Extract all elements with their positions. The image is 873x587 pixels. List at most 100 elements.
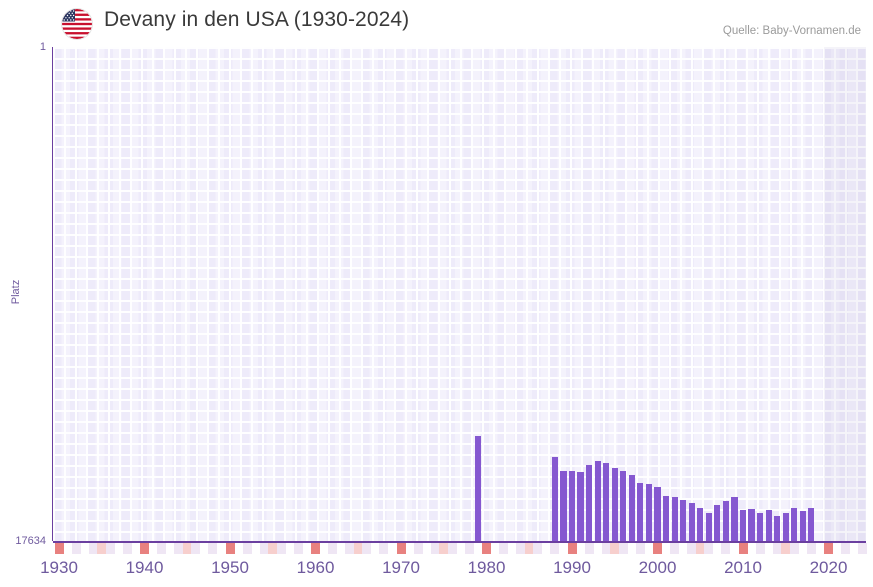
x-axis-tick xyxy=(781,543,791,554)
bar xyxy=(774,515,781,541)
x-axis-tick xyxy=(242,543,252,554)
x-axis-tick xyxy=(208,543,218,554)
bar xyxy=(611,468,618,541)
bar xyxy=(688,503,695,541)
bar xyxy=(765,509,772,541)
x-axis-tick xyxy=(140,543,149,554)
x-axis-tick xyxy=(345,543,355,554)
x-axis-tick-label: 2010 xyxy=(724,558,762,577)
x-axis-tick-label: 1960 xyxy=(296,558,335,577)
x-axis-tick xyxy=(88,543,98,554)
bar xyxy=(799,511,806,541)
x-axis-tick xyxy=(293,543,303,554)
x-axis-tick xyxy=(550,543,560,554)
x-axis-tick xyxy=(353,543,363,554)
x-axis-tick xyxy=(687,543,697,554)
bar xyxy=(662,495,670,541)
bar xyxy=(714,505,721,541)
x-axis-tick xyxy=(157,543,167,554)
x-axis-tick xyxy=(268,543,278,554)
bar xyxy=(808,508,815,541)
bar xyxy=(671,496,678,541)
x-axis-labels: 1930 1940 1950 1960 1970 1980 1990 2000 2010 2020 xyxy=(0,558,873,584)
x-axis-tick xyxy=(789,543,799,554)
x-axis-tick xyxy=(653,543,662,554)
x-axis-tick xyxy=(858,543,868,554)
x-axis-tick xyxy=(225,543,235,554)
bar xyxy=(645,484,653,541)
x-axis-tick xyxy=(806,543,816,554)
x-axis-tick xyxy=(499,543,509,554)
x-axis-tick-label: 1950 xyxy=(211,558,249,577)
x-axis-tick xyxy=(482,543,491,554)
x-axis-tick-label: 2020 xyxy=(809,558,848,577)
x-axis-tick xyxy=(584,543,594,554)
bar xyxy=(731,497,738,541)
y-axis-bottom-label: 17634 xyxy=(15,535,46,547)
bar xyxy=(594,461,601,541)
x-axis-tick xyxy=(755,543,765,554)
bar xyxy=(748,508,755,541)
bar xyxy=(586,465,593,541)
bar xyxy=(568,471,576,541)
bar xyxy=(705,513,712,541)
x-axis-tick xyxy=(738,543,748,554)
x-axis-tick xyxy=(721,543,731,554)
x-axis-tick xyxy=(464,543,474,554)
bar xyxy=(791,507,798,541)
x-axis-tick xyxy=(174,543,184,554)
x-axis-ticks xyxy=(0,543,873,555)
bar xyxy=(628,474,635,541)
x-axis-tick xyxy=(328,543,338,554)
x-axis-tick xyxy=(824,543,833,554)
x-axis-tick xyxy=(841,543,851,554)
x-axis-tick xyxy=(182,543,192,554)
bar xyxy=(577,471,584,541)
x-axis-tick xyxy=(524,543,534,554)
x-axis-tick xyxy=(191,543,201,554)
x-axis-tick-label: 1930 xyxy=(40,558,78,577)
x-axis-tick-label: 1980 xyxy=(467,558,506,577)
x-axis-tick xyxy=(276,543,286,554)
chart-header: Devany in den USA (1930-2024) Quelle: Ba… xyxy=(0,0,873,47)
x-axis-tick xyxy=(618,543,628,554)
x-axis-tick xyxy=(567,543,577,554)
bar xyxy=(603,463,610,541)
grid-lines xyxy=(53,47,866,541)
x-axis-tick xyxy=(635,543,645,554)
x-axis-tick-label: 1940 xyxy=(125,558,164,577)
x-axis-tick-label: 2000 xyxy=(638,558,677,577)
x-axis-line xyxy=(53,541,866,543)
x-axis-tick xyxy=(413,543,423,554)
x-axis-tick xyxy=(379,543,389,554)
x-axis-tick xyxy=(396,543,406,554)
x-axis-tick xyxy=(447,543,457,554)
bar xyxy=(637,482,644,541)
bar xyxy=(782,513,789,541)
x-axis-tick xyxy=(439,543,449,554)
x-axis-tick xyxy=(670,543,680,554)
x-axis-tick xyxy=(54,543,64,554)
x-axis-tick xyxy=(259,543,269,554)
y-axis-title: Platz xyxy=(10,279,22,305)
x-axis-tick xyxy=(311,543,320,554)
bar xyxy=(620,470,627,541)
bar xyxy=(551,457,558,541)
x-axis-tick xyxy=(105,543,115,554)
bar xyxy=(680,500,687,541)
bar xyxy=(560,470,567,541)
y-axis-top-label: 1 xyxy=(39,41,46,53)
x-axis-tick xyxy=(430,543,440,554)
x-axis-tick xyxy=(610,543,620,554)
bar xyxy=(757,513,764,541)
x-axis-tick xyxy=(516,543,526,554)
x-axis-tick xyxy=(71,543,81,554)
x-axis-tick xyxy=(122,543,132,554)
x-axis-tick xyxy=(601,543,611,554)
x-axis-tick xyxy=(97,543,107,554)
x-axis-tick xyxy=(362,543,372,554)
x-axis-tick xyxy=(695,543,705,554)
x-axis-tick-label: 1990 xyxy=(553,558,591,577)
bars-layer xyxy=(53,47,866,541)
